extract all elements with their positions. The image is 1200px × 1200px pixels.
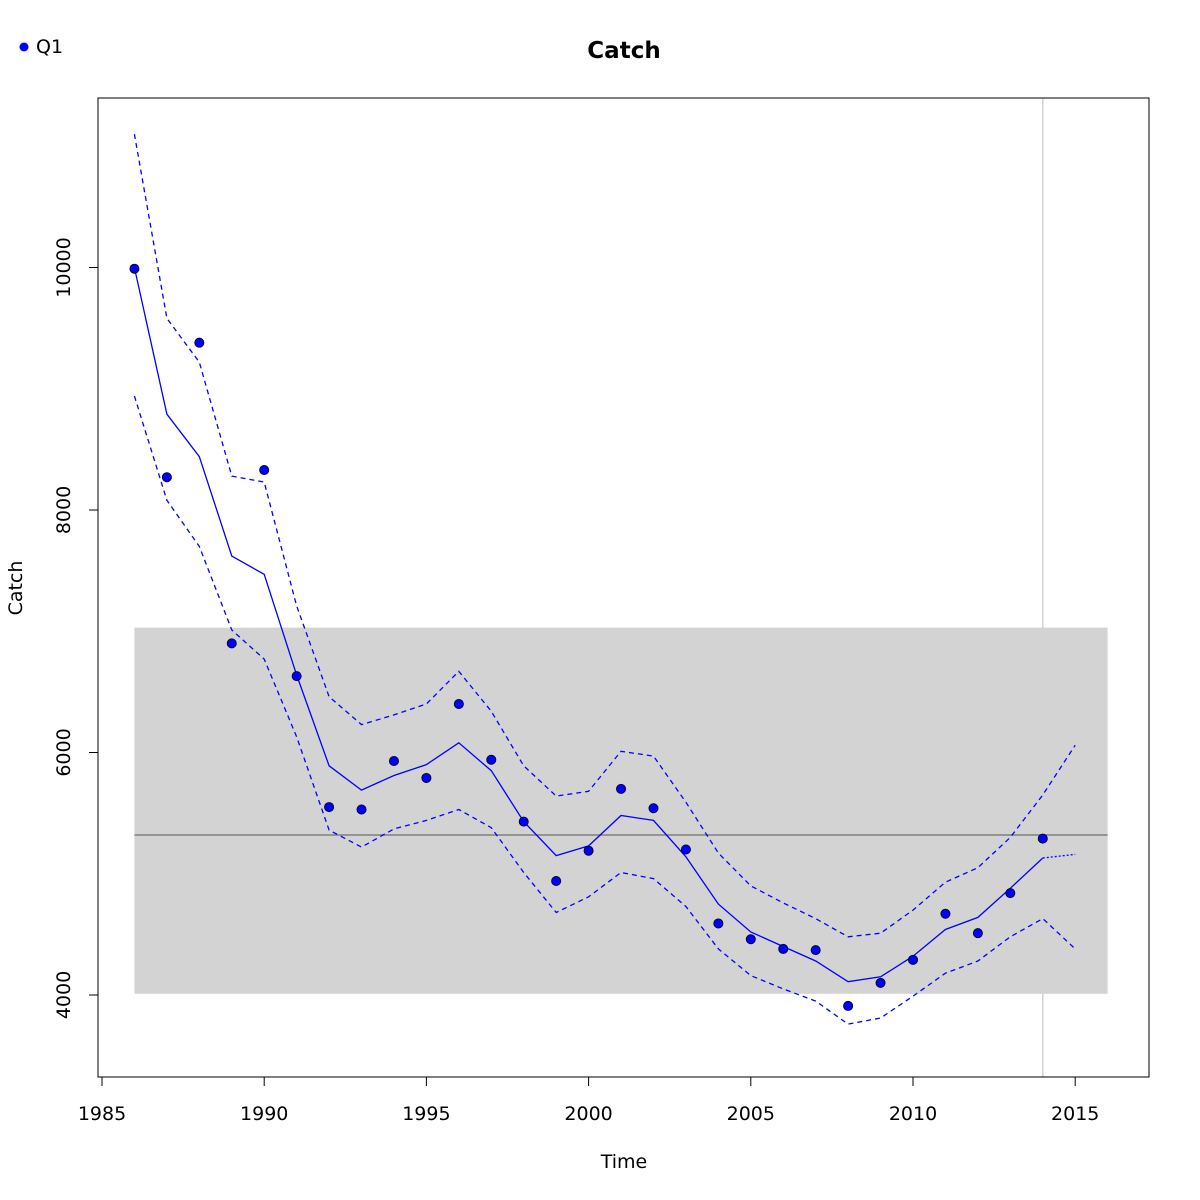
series-line-lower-ci (133, 395, 1076, 1025)
y-axis-label: Catch (5, 561, 27, 616)
data-point-1995 (421, 772, 432, 783)
data-point-1991 (291, 671, 302, 682)
data-point-2014 (1037, 833, 1048, 844)
data-point-1988 (194, 337, 205, 348)
data-point-1997 (486, 754, 497, 765)
reference-band (134, 627, 1108, 994)
data-point-2000 (583, 845, 594, 856)
x-tick-label-2015: 2015 (1051, 1103, 1099, 1125)
data-point-1989 (226, 638, 237, 649)
series-line-upper-ci (133, 133, 1076, 938)
data-point-2005 (745, 934, 756, 945)
data-point-2006 (778, 943, 789, 954)
y-tick-label-8000: 8000 (53, 486, 75, 534)
x-axis-label: Time (600, 1151, 648, 1173)
y-tick-label-10000: 10000 (53, 237, 75, 297)
data-point-1990 (259, 464, 270, 475)
data-point-1996 (453, 699, 464, 710)
data-point-2003 (680, 844, 691, 855)
data-point-1987 (161, 472, 172, 483)
chart-title: Catch (587, 38, 660, 64)
data-point-2010 (908, 954, 919, 965)
data-point-1998 (518, 816, 529, 827)
data-point-1999 (551, 876, 562, 887)
plot-layer (129, 98, 1108, 1077)
series-line-forecast (1042, 853, 1076, 859)
data-point-1992 (324, 802, 335, 813)
axes-layer: 1985 1990 1995 2000 2005 2010 2015 4000 6000 8000… (53, 97, 1150, 1125)
data-point-2011 (940, 908, 951, 919)
data-point-2002 (648, 803, 659, 814)
x-tick-label-1995: 1995 (402, 1103, 450, 1125)
x-tick-label-2005: 2005 (727, 1103, 775, 1125)
data-point-1994 (388, 755, 399, 766)
x-tick-label-1985: 1985 (78, 1103, 126, 1125)
data-point-2012 (972, 928, 983, 939)
data-point-2008 (843, 1000, 854, 1011)
data-point-2007 (810, 945, 821, 956)
legend-label-q1: Q1 (36, 36, 63, 58)
y-tick-label-6000: 6000 (53, 728, 75, 776)
data-point-2013 (1005, 888, 1016, 899)
x-tick-label-2000: 2000 (564, 1103, 612, 1125)
legend: Q1 (19, 36, 63, 58)
data-point-2001 (616, 783, 627, 794)
data-point-2009 (875, 977, 886, 988)
x-tick-label-1990: 1990 (240, 1103, 288, 1125)
data-point-1986 (129, 263, 140, 274)
x-tick-label-2010: 2010 (889, 1103, 937, 1125)
legend-marker-q1 (19, 42, 29, 52)
y-tick-label-4000: 4000 (53, 971, 75, 1019)
data-point-1993 (356, 804, 367, 815)
data-point-2004 (713, 918, 724, 929)
